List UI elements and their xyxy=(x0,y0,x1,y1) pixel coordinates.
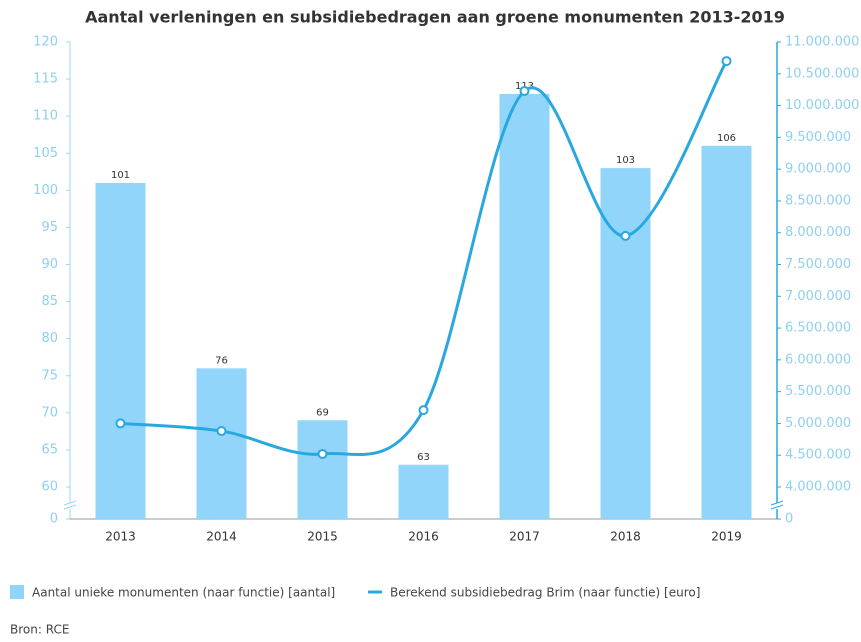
y2-tick-label: 5.000.000 xyxy=(785,416,851,431)
legend-swatch xyxy=(10,585,24,599)
line-marker xyxy=(317,448,328,459)
y-tick-label: 95 xyxy=(41,220,58,235)
bar xyxy=(196,368,247,519)
bar xyxy=(701,145,752,520)
line-marker xyxy=(721,56,732,67)
y2-tick-label: 7.000.000 xyxy=(785,289,851,304)
y2-tick-label: 5.500.000 xyxy=(785,384,851,399)
bar-value-label: 103 xyxy=(616,155,635,166)
line-marker xyxy=(519,85,530,96)
bar-value-label: 101 xyxy=(111,170,130,181)
bar-value-label: 76 xyxy=(215,355,228,366)
y2-tick-label: 4.500.000 xyxy=(785,448,851,463)
y-tick-label: 0 xyxy=(50,512,58,527)
source: Bron: RCE xyxy=(10,623,69,637)
y2-tick-label: 10.500.000 xyxy=(785,66,859,81)
axis-break xyxy=(770,500,784,506)
y-tick-label: 65 xyxy=(41,442,58,457)
y2-tick-label: 4.000.000 xyxy=(785,480,851,495)
legend-label: Aantal unieke monumenten (naar functie) … xyxy=(32,586,335,600)
x-tick-label: 2018 xyxy=(610,530,641,544)
y2-tick-label: 8.000.000 xyxy=(785,225,851,240)
y2-tick-label: 6.000.000 xyxy=(785,352,851,367)
y2-tick-label: 0 xyxy=(785,512,793,527)
x-tick-label: 2013 xyxy=(105,530,136,544)
axis-break xyxy=(63,504,77,510)
line-marker xyxy=(620,230,631,241)
y-tick-label: 90 xyxy=(41,257,58,272)
bar-value-label: 69 xyxy=(316,407,329,418)
x-tick-label: 2019 xyxy=(711,530,742,544)
bar-value-label: 63 xyxy=(417,452,430,463)
bar xyxy=(398,464,449,519)
chart-title: Aantal verleningen en subsidiebedragen a… xyxy=(85,8,785,27)
x-tick-label: 2015 xyxy=(307,530,338,544)
x-tick-label: 2016 xyxy=(408,530,439,544)
line-marker xyxy=(216,426,227,437)
y-tick-label: 85 xyxy=(41,294,58,309)
y-tick-label: 80 xyxy=(41,331,58,346)
y2-tick-label: 8.500.000 xyxy=(785,193,851,208)
bar xyxy=(95,182,146,519)
line-marker xyxy=(115,418,126,429)
x-tick-label: 2017 xyxy=(509,530,540,544)
bar xyxy=(297,420,348,519)
x-tick-label: 2014 xyxy=(206,530,237,544)
y-tick-label: 110 xyxy=(33,109,58,124)
y-tick-label: 70 xyxy=(41,405,58,420)
axis-break xyxy=(771,503,783,509)
y2-tick-label: 10.000.000 xyxy=(785,98,859,113)
y2-tick-label: 9.500.000 xyxy=(785,130,851,145)
y-tick-label: 100 xyxy=(33,183,58,198)
line-marker xyxy=(418,405,429,416)
y-tick-label: 105 xyxy=(33,146,58,161)
y-tick-label: 115 xyxy=(33,72,58,87)
y2-tick-label: 11.000.000 xyxy=(785,35,859,50)
bar-value-label: 106 xyxy=(717,133,736,144)
axis-break xyxy=(63,500,77,506)
axis-break xyxy=(64,503,76,509)
legend-label: Berekend subsidiebedrag Brim (naar funct… xyxy=(390,586,700,600)
y2-tick-label: 7.500.000 xyxy=(785,257,851,272)
axis-break xyxy=(770,504,784,510)
y-tick-label: 120 xyxy=(33,35,58,50)
bar xyxy=(600,168,651,520)
bar xyxy=(499,93,550,520)
y2-tick-label: 6.500.000 xyxy=(785,321,851,336)
y-tick-label: 75 xyxy=(41,368,58,383)
y2-tick-label: 9.000.000 xyxy=(785,162,851,177)
y-tick-label: 60 xyxy=(41,480,58,495)
